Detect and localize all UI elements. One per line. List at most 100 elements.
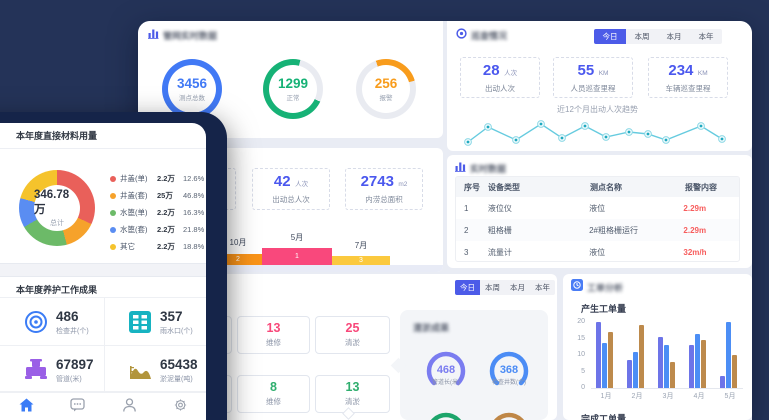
cell-device: 流量计 (487, 247, 512, 257)
nav-divider (0, 392, 206, 393)
ring-normal: 1299 正常 (263, 59, 323, 119)
tab-week[interactable]: 本周 (626, 29, 658, 44)
stat-label: 出动人次 (485, 83, 515, 93)
tab-year[interactable]: 本年 (690, 29, 722, 44)
ring-label: 测点总数 (179, 95, 205, 102)
bar (689, 345, 694, 388)
table-row[interactable]: 2 粗格栅 2#粗格栅运行 2.29m (456, 219, 739, 241)
card-value: 25 (345, 320, 360, 335)
stat-label: 人员巡查里程 (570, 83, 616, 93)
tab-month[interactable]: 本月 (505, 280, 530, 295)
tab-week[interactable]: 本周 (480, 280, 505, 295)
bar (633, 351, 638, 388)
maintenance-label: 管道(米) (56, 375, 82, 383)
stat-unit: KM (598, 69, 609, 77)
col-header: 报警内容 (685, 182, 717, 192)
bar (726, 322, 731, 388)
legend-item: 其它 2.2万 18.8% (110, 238, 206, 255)
tab-today[interactable]: 今日 (594, 29, 626, 44)
maintenance-value: 357 (160, 309, 183, 324)
y-tick: 20 (577, 318, 585, 325)
y-tick: 15 (577, 334, 585, 342)
card-value: 8 (270, 379, 277, 394)
card-label: 清淤 (345, 397, 360, 407)
x-label: 5月 (724, 393, 736, 400)
maintenance-label: 检查井(个) (56, 327, 89, 335)
x-label: 1月 (600, 393, 612, 400)
legend-dot (110, 209, 116, 216)
ring-alarm: 256 报警 (356, 59, 416, 119)
stat-unit: 人次 (295, 181, 309, 188)
maintenance-grid: 486 检查井(个) 357 雨水口(个) 67897 管道(米) 65438 … (0, 297, 206, 393)
task-card-dredge: 13 清淤 (315, 375, 390, 413)
bar (608, 331, 613, 388)
legend-name: 水篦(套) (120, 225, 148, 234)
gauge-label: 检查井数(个) (492, 380, 526, 386)
bar (720, 376, 725, 388)
chat-icon[interactable] (70, 398, 85, 412)
realtime-table: 序号 设备类型 测点名称 报警内容 1 液位仪 液位 2.29m 2 粗格栅 2… (455, 176, 740, 262)
cell-alarm: 32m/h (683, 247, 707, 257)
gauge-pipe-length: 468 管道长(米) (423, 350, 469, 394)
panel-realtime-title: 实时数据 (470, 164, 507, 174)
ring-total-points: 3456 测点总数 (162, 59, 222, 119)
panel-realtime-table: 实时数据 序号 设备类型 测点名称 报警内容 1 液位仪 液位 2.29m 2 … (447, 155, 752, 268)
card-value: 13 (266, 320, 281, 335)
chart1-title: 产生工单量 (581, 304, 627, 314)
legend-name: 水篦(单) (120, 208, 148, 217)
legend-name: 井盖(套) (120, 191, 148, 200)
chart2-title: 完成工单量 (581, 414, 627, 420)
table-header-row: 序号 设备类型 测点名称 报警内容 (456, 177, 739, 197)
stat-value: 234 (668, 61, 694, 79)
table-row[interactable]: 1 液位仪 液位 2.29m (456, 197, 739, 219)
x-label: 2月 (631, 393, 643, 400)
bar (670, 361, 675, 388)
tab-year[interactable]: 本年 (530, 280, 555, 295)
tab-month[interactable]: 本月 (658, 29, 690, 44)
ring-label: 正常 (286, 95, 300, 102)
legend-value: 2.2万 (157, 174, 175, 183)
cell-alarm: 2.29m (683, 203, 707, 213)
cell-point: 2#粗格栅运行 (589, 225, 638, 235)
stat-total-dispatch: 42 人次 出动总人次 (252, 168, 330, 210)
table-row[interactable]: 3 流量计 液位 32m/h (456, 241, 739, 261)
gear-icon[interactable] (173, 398, 188, 412)
user-icon[interactable] (122, 398, 137, 412)
tab-today[interactable]: 今日 (455, 280, 480, 295)
donut-center-value: 346.78万 (34, 188, 70, 216)
legend-value: 25万 (157, 191, 173, 200)
maintenance-title: 本年度养护工作成果 (16, 285, 98, 295)
legend-item: 井盖(单) 2.2万 12.6% (110, 170, 206, 187)
stat-label: 车辆巡查里程 (665, 83, 711, 93)
gauge-value: 468 (436, 364, 456, 376)
patrol-tab-group: 今日 本周 本月 本年 (594, 29, 722, 44)
pipeline-icon (25, 359, 47, 379)
trend-line-chart (464, 120, 726, 146)
panel-network-title: 管网实时数据 (163, 31, 218, 41)
legend-dot (110, 175, 116, 182)
donut-center-label: 总计 (50, 219, 64, 227)
cell-index: 2 (464, 225, 469, 235)
task-card-repair: 8 维修 (237, 375, 310, 413)
materials-title: 本年度直接材料用量 (16, 131, 98, 141)
gauge-partial (486, 411, 532, 420)
legend-value: 2.2万 (157, 208, 175, 217)
y-tick: 10 (577, 351, 585, 358)
home-icon[interactable] (19, 398, 34, 412)
gauge-value: 368 (499, 364, 519, 376)
panel-workorders: 工单分析 产生工单量 20 15 10 5 0 1月 2月 3月 4月 5月 完… (563, 274, 752, 420)
bar (639, 325, 644, 388)
bar-chart-icon (148, 29, 159, 39)
podium-bar: 3 (332, 256, 390, 265)
stat-value: 42 (273, 173, 291, 190)
silt-icon (130, 366, 151, 379)
stat-value: 2743 (360, 173, 394, 190)
maintenance-item: 486 检查井(个) (56, 310, 89, 336)
legend-percent: 12.6% (183, 174, 205, 183)
stat-value: 28 (482, 61, 500, 79)
col-header: 测点名称 (590, 182, 622, 192)
y-tick: 5 (581, 367, 585, 375)
card-label: 维修 (266, 338, 281, 348)
stat-unit: KM (697, 69, 708, 77)
cell-device: 粗格栅 (487, 225, 512, 235)
